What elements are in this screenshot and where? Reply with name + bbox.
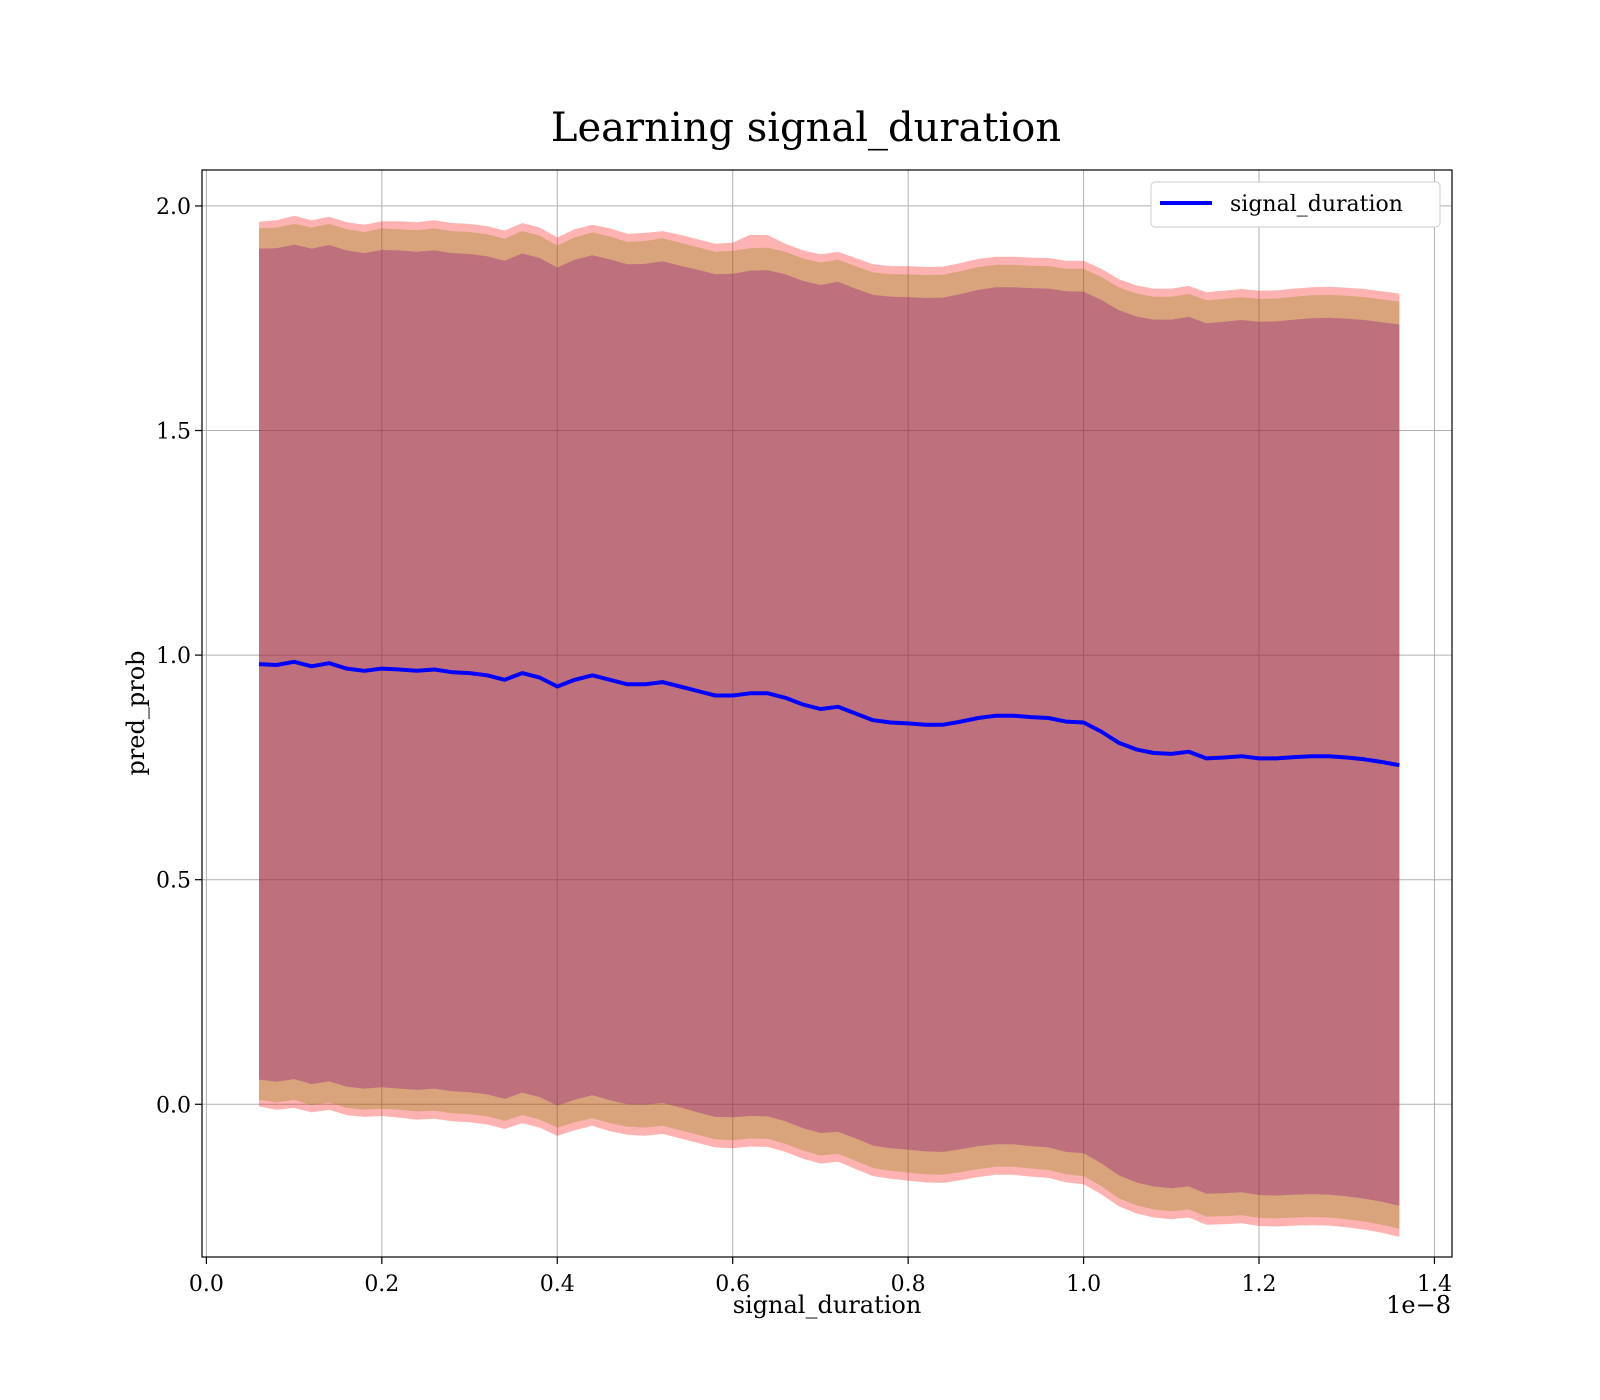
y-ticks: 0.0 0.5 1.0 1.5 2.0 [156, 195, 202, 1118]
grid [202, 170, 1452, 1257]
chart-title: Learning signal_duration [551, 105, 1061, 151]
y-tick-label: 2.0 [156, 195, 191, 220]
series-lines [258, 659, 1400, 768]
x-tick-label: 1.4 [1417, 1272, 1452, 1297]
x-tick-label: 0.8 [891, 1272, 926, 1297]
confidence-bands [259, 215, 1400, 1237]
y-tick-label: 1.5 [156, 420, 191, 445]
x-offset-label: 1e−8 [1386, 1291, 1451, 1319]
y-axis-label: pred_prob [122, 650, 150, 775]
x-tick-label: 0.2 [364, 1272, 399, 1297]
x-ticks: 0.0 0.2 0.4 0.6 0.8 1.0 1.2 1.4 [189, 1257, 1452, 1297]
legend-box [1150, 181, 1441, 228]
x-tick-label: 0.0 [189, 1272, 224, 1297]
y-tick-label: 0.0 [156, 1093, 191, 1118]
band-middle [259, 223, 1400, 1229]
x-axis-label: signal_duration [733, 1291, 922, 1319]
band-outer [259, 215, 1400, 1237]
plot-frame [201, 169, 1453, 1258]
x-tick-label: 0.4 [540, 1272, 575, 1297]
band-inner [259, 244, 1400, 1206]
legend: signal_duration [1150, 181, 1441, 228]
x-tick-label: 1.2 [1242, 1272, 1277, 1297]
x-tick-label: 0.6 [715, 1272, 750, 1297]
series-line-signal-duration [258, 659, 1400, 768]
y-tick-label: 1.0 [156, 644, 191, 669]
legend-label-signal-duration: signal_duration [1230, 192, 1403, 217]
y-tick-label: 0.5 [156, 869, 191, 894]
x-tick-label: 1.0 [1066, 1272, 1101, 1297]
